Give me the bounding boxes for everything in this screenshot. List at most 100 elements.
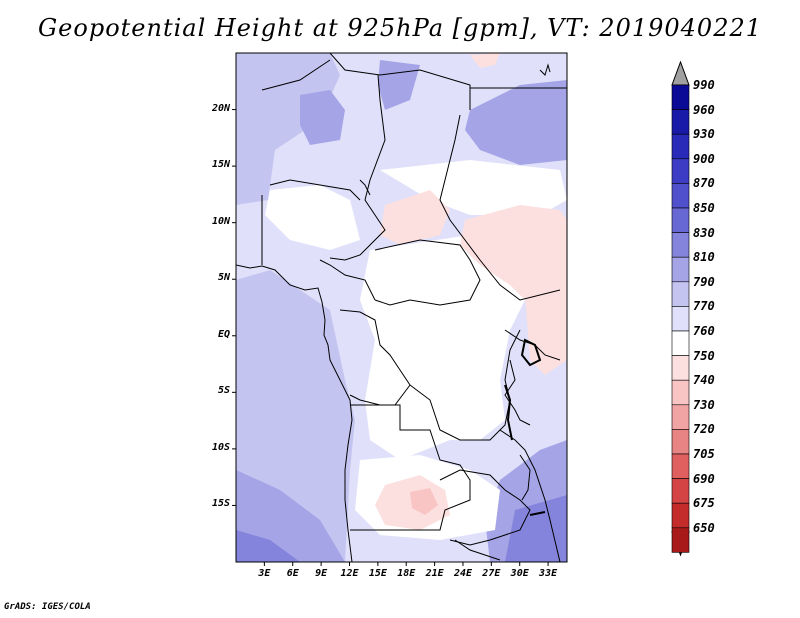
lake-victoria — [520, 338, 542, 367]
lat-label: EQ — [217, 328, 230, 340]
lake-tanganyika-thick — [504, 384, 513, 441]
lon-label: 30E — [510, 568, 529, 579]
chart-title: Geopotential Height at 925hPa [gpm], VT:… — [38, 14, 762, 42]
region-north-patch — [378, 60, 420, 110]
border-northwest — [261, 59, 331, 91]
colorbar-swatch — [671, 158, 690, 184]
lon-label: 3E — [258, 568, 271, 579]
colorbar-label: 900 — [693, 151, 715, 166]
colorbar-swatch — [671, 84, 690, 110]
lat-label: 5N — [217, 272, 230, 284]
height-field — [236, 53, 567, 562]
colorbar-swatch — [671, 429, 690, 455]
coast-red-sea — [539, 63, 551, 76]
colorbar-label: 760 — [693, 324, 715, 338]
colorbar-swatch — [671, 133, 690, 160]
border-drc-east — [409, 329, 521, 441]
border-zimbabwe — [454, 539, 501, 561]
region-mozambique-high — [505, 495, 567, 562]
region-libya-high — [300, 90, 345, 145]
border-chad-sudan — [439, 114, 561, 301]
region-west-sahel-white — [265, 185, 360, 250]
border-mali-niger — [269, 179, 361, 201]
colorbar-swatch — [671, 355, 690, 381]
lat-label: 20N — [211, 102, 230, 114]
lat-label: 15N — [211, 159, 230, 171]
region-lake-victoria-low — [525, 290, 567, 375]
border-zambia — [439, 469, 531, 546]
colorbar-swatch — [671, 502, 690, 529]
colorbar-swatch — [671, 256, 690, 283]
lon-label: 21E — [425, 568, 444, 579]
lat-label: 15S — [211, 498, 230, 510]
colorbar-top-cap — [671, 60, 690, 86]
border-angola — [350, 404, 471, 531]
border-nigeria-cameroon — [319, 259, 376, 301]
colorbar-swatch — [671, 453, 690, 479]
footer-credit: GrADS: IGES/COLA — [4, 602, 91, 612]
border-car — [374, 239, 481, 306]
region-sahel-low — [380, 190, 450, 245]
colorbar-label: 870 — [693, 176, 715, 191]
lon-label: 15E — [368, 568, 387, 579]
colorbar-swatch — [671, 478, 690, 504]
axis-ticks — [232, 109, 549, 566]
colorbar-label: 850 — [693, 201, 715, 215]
border-congo-gabon — [339, 309, 411, 406]
region-north-edge-low — [470, 53, 500, 68]
borders — [236, 53, 567, 562]
colorbar-label: 720 — [693, 422, 715, 437]
colorbar-label: 960 — [693, 102, 715, 117]
colorbar-swatch — [671, 207, 690, 233]
lon-label: 6E — [286, 568, 299, 579]
colorbar-label: 675 — [693, 496, 715, 511]
colorbar-swatch — [671, 527, 690, 553]
lon-label: 33E — [539, 568, 558, 579]
colorbar-label: 690 — [693, 471, 715, 486]
border-north — [329, 53, 471, 110]
lat-label: 5S — [217, 385, 230, 397]
colorbar-label: 770 — [693, 299, 715, 314]
lat-label: 10N — [211, 215, 230, 227]
lon-label: 24E — [453, 568, 472, 579]
coastline-west — [236, 264, 353, 562]
colorbar-swatch — [671, 109, 690, 135]
lake-chad — [359, 179, 371, 196]
region-egypt-sudan-high — [465, 80, 567, 165]
region-southwest-corner — [236, 530, 300, 562]
lakes — [504, 338, 546, 516]
lake-kariba — [529, 511, 546, 516]
colorbar-label: 830 — [693, 225, 715, 240]
colorbar-label: 750 — [693, 348, 715, 363]
colorbar-swatch — [671, 404, 690, 430]
colorbar-label: 705 — [693, 447, 715, 461]
lake-malawi — [519, 454, 531, 501]
colorbar-label: 930 — [693, 127, 715, 142]
border-niger-chad — [329, 74, 386, 261]
colorbar-label: 650 — [693, 520, 715, 535]
colorbar-label: 810 — [693, 250, 715, 265]
colorbar-swatch — [671, 379, 690, 406]
colorbar-label: 990 — [693, 78, 715, 92]
region-central-sahel-white — [380, 160, 567, 215]
region-east-africa-low — [460, 205, 567, 305]
colorbar-label: 740 — [693, 373, 715, 388]
lon-label: 27E — [482, 568, 501, 579]
region-zambia-core-low — [410, 488, 438, 515]
colorbar-swatch — [671, 183, 690, 209]
lon-label: 18E — [397, 568, 416, 579]
border-tanzania-malawi — [499, 429, 561, 562]
map-frame — [235, 52, 568, 563]
region-congo-basin — [360, 235, 525, 460]
colorbar-swatch — [671, 306, 690, 332]
lon-label: 9E — [315, 568, 328, 579]
colorbar-swatch — [671, 330, 690, 356]
colorbar-label: 730 — [693, 397, 715, 412]
region-sahara-northwest — [236, 53, 340, 205]
colorbar-swatch — [671, 281, 690, 307]
colorbar — [671, 60, 690, 557]
lon-label: 12E — [340, 568, 359, 579]
colorbar-swatch — [671, 232, 690, 258]
lat-label: 10S — [211, 441, 230, 453]
